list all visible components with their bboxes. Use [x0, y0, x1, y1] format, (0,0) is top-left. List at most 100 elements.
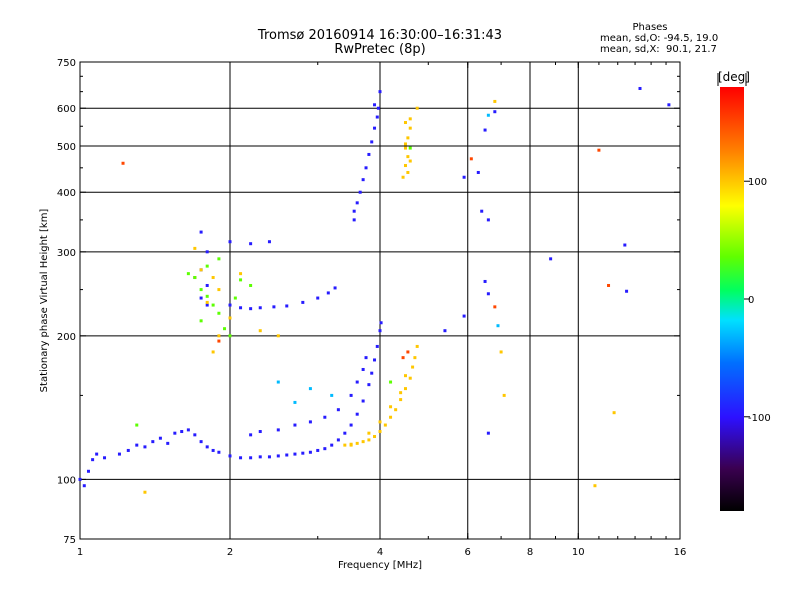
data-point — [239, 278, 243, 282]
grid-lines — [80, 62, 680, 539]
data-point — [333, 286, 337, 290]
colorbar — [720, 87, 744, 511]
data-point — [364, 356, 368, 360]
data-point — [403, 121, 407, 125]
data-point — [193, 433, 197, 437]
data-point — [486, 113, 490, 117]
data-point — [151, 440, 155, 444]
data-point — [293, 400, 297, 404]
data-point — [239, 272, 243, 276]
data-point — [389, 415, 393, 419]
data-point — [239, 456, 243, 460]
data-point — [399, 398, 403, 402]
data-point — [361, 440, 365, 444]
data-point — [483, 279, 487, 283]
data-point — [158, 436, 162, 440]
y-tick-label: 300 — [57, 248, 76, 259]
data-point — [193, 246, 197, 250]
data-point — [349, 423, 353, 427]
data-point — [389, 380, 393, 384]
data-point — [483, 128, 487, 132]
data-point — [549, 257, 553, 261]
data-point — [316, 448, 320, 452]
data-point — [86, 469, 90, 473]
data-point — [355, 201, 359, 205]
data-point — [403, 374, 407, 378]
data-point — [349, 443, 353, 447]
data-point — [625, 289, 629, 293]
data-point — [638, 86, 642, 90]
data-point — [199, 440, 203, 444]
data-point — [135, 423, 139, 427]
data-point — [316, 296, 320, 300]
colorbar-ticks: -100 0 100 — [717, 73, 771, 424]
y-tick-label: 200 — [57, 332, 76, 343]
data-point — [205, 283, 209, 287]
data-point — [249, 307, 253, 311]
data-point — [364, 166, 368, 170]
data-point — [228, 334, 232, 338]
data-point — [330, 393, 334, 397]
data-point — [336, 408, 340, 412]
data-point — [293, 423, 297, 427]
data-point — [373, 103, 377, 107]
data-point — [293, 452, 297, 456]
data-point — [249, 242, 253, 246]
data-point — [343, 443, 347, 447]
data-point — [408, 376, 412, 380]
data-point — [78, 477, 82, 481]
data-point — [258, 329, 262, 333]
data-point — [267, 240, 271, 244]
data-point — [336, 438, 340, 442]
data-point — [180, 430, 184, 434]
data-point — [486, 218, 490, 222]
phase-stats-x-mode: mean, sd,X: 90.1, 21.7 — [600, 44, 717, 55]
data-point — [415, 344, 419, 348]
data-point — [228, 240, 232, 244]
data-point — [493, 110, 497, 114]
data-point — [199, 296, 203, 300]
data-point — [367, 431, 371, 435]
data-point — [186, 428, 190, 432]
data-point — [394, 408, 398, 412]
data-point — [469, 157, 473, 161]
data-point — [91, 458, 95, 462]
data-point — [285, 453, 289, 457]
data-point — [135, 443, 139, 447]
data-point — [408, 146, 412, 150]
chart-title-line2: RwPretec (8p) — [334, 42, 426, 57]
data-point — [370, 140, 374, 144]
data-point — [370, 371, 374, 375]
data-point — [373, 126, 377, 130]
data-point — [378, 430, 382, 434]
data-point — [623, 243, 627, 247]
data-point — [308, 420, 312, 424]
data-point — [493, 305, 497, 309]
data-point — [211, 350, 215, 354]
data-point — [361, 178, 365, 182]
data-point — [367, 383, 371, 387]
data-point — [486, 431, 490, 435]
data-point — [258, 455, 262, 459]
data-point — [443, 329, 447, 333]
data-point — [258, 306, 262, 310]
data-point — [383, 423, 387, 427]
data-point — [267, 455, 271, 459]
data-point — [211, 303, 215, 307]
data-point — [476, 170, 480, 174]
data-point — [607, 283, 611, 287]
data-point — [308, 387, 312, 391]
data-point — [378, 329, 382, 333]
data-point — [612, 411, 616, 415]
data-point — [355, 380, 359, 384]
x-tick-label: 8 — [527, 547, 533, 558]
data-point — [186, 272, 190, 276]
data-point — [276, 428, 280, 432]
data-point — [462, 314, 466, 318]
axis-ticks: 1 2 4 6 8 10 16 75 100 200 300 400 500 600 750 — [57, 58, 686, 558]
data-point — [199, 288, 203, 292]
y-tick-label: 750 — [57, 58, 76, 69]
x-tick-label: 16 — [674, 547, 687, 558]
data-point — [376, 106, 380, 110]
data-point — [593, 484, 597, 488]
